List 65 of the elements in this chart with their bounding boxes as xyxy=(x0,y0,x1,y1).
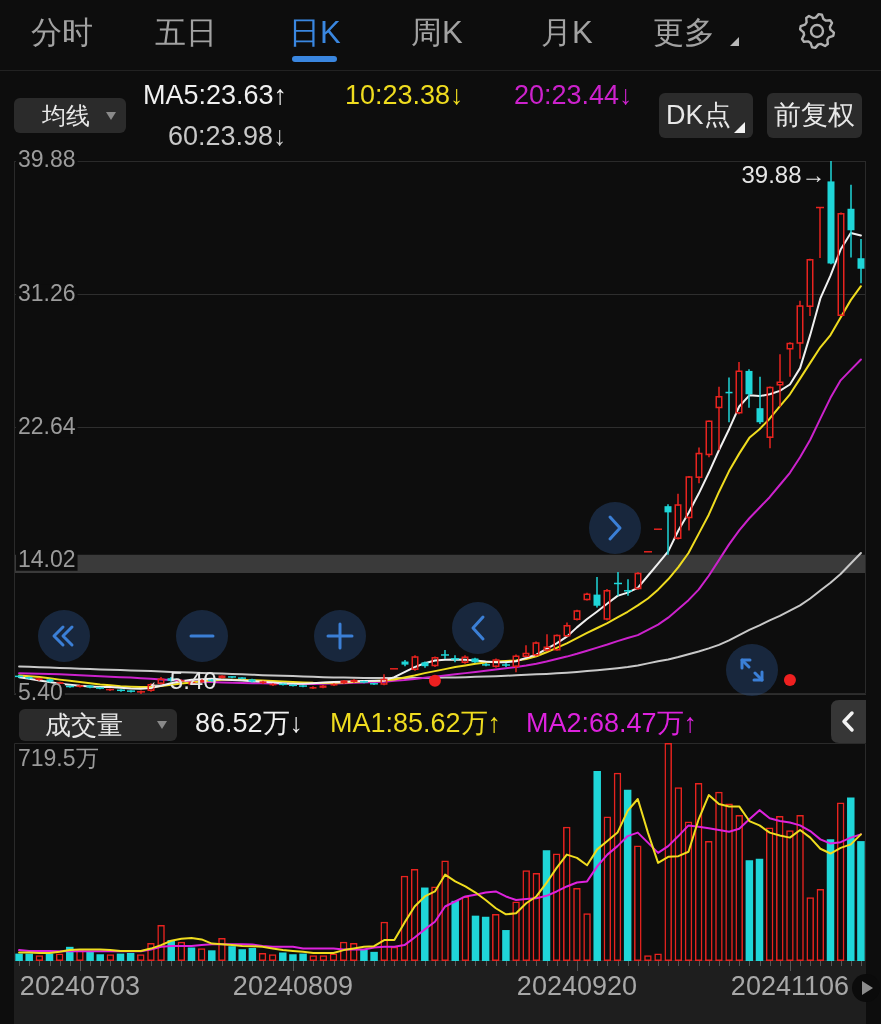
bar xyxy=(248,947,257,961)
text: 月K xyxy=(541,15,593,51)
candlestick xyxy=(776,353,784,408)
y-tick-label: 22.64 xyxy=(18,412,76,439)
dropdown-button: 成交量 xyxy=(19,709,177,741)
bar xyxy=(421,887,429,961)
bar xyxy=(187,947,196,961)
bar xyxy=(238,949,246,961)
bar xyxy=(847,797,855,961)
text: MA5:23.63↑ xyxy=(143,80,288,112)
candlestick xyxy=(593,576,601,609)
bar xyxy=(745,860,754,961)
text: 五日 xyxy=(155,15,217,51)
bar xyxy=(481,916,490,961)
candlestick xyxy=(441,649,449,660)
bar xyxy=(126,952,135,961)
x-tick-label: 20240920 xyxy=(516,971,637,1002)
text: 20:23.44↓ xyxy=(514,80,633,112)
text: 60:23.98↓ xyxy=(168,121,287,153)
text: 更多 xyxy=(653,15,715,51)
text: 分时 xyxy=(31,15,93,51)
text: MA1:85.62万↑ xyxy=(330,708,502,740)
bar xyxy=(857,841,865,961)
bar xyxy=(593,770,601,961)
text: 86.52万↓ xyxy=(195,708,304,740)
bar xyxy=(279,952,287,961)
bar xyxy=(826,839,835,961)
candlestick xyxy=(857,238,865,285)
bar xyxy=(15,953,23,961)
candlestick xyxy=(451,654,459,664)
bar xyxy=(755,858,764,961)
candlestick xyxy=(847,184,855,259)
bar xyxy=(86,951,94,961)
button: DK点 xyxy=(659,93,753,138)
dropdown-button: 均线 xyxy=(14,98,126,133)
y-tick-label: 5.40 xyxy=(18,679,63,706)
text: 日K xyxy=(289,15,341,51)
bar xyxy=(360,949,368,961)
bar xyxy=(25,953,33,961)
annotation: 39.88→ xyxy=(741,160,826,188)
y-tick-label: 31.26 xyxy=(18,279,76,306)
x-tick-label: 20240809 xyxy=(232,971,353,1002)
bar xyxy=(208,950,216,961)
x-tick-label: 20240703 xyxy=(19,971,140,1002)
candlestick xyxy=(664,503,672,556)
candlestick xyxy=(624,578,632,597)
candlestick xyxy=(756,376,764,425)
annotation: 719.5万 xyxy=(18,744,99,772)
bar xyxy=(289,954,297,961)
bar xyxy=(96,954,104,961)
text: 10:23.38↓ xyxy=(345,80,464,112)
bar xyxy=(228,946,236,961)
x-tick-label: 20241106 xyxy=(730,971,849,1002)
y-tick-label: 39.88 xyxy=(18,146,76,173)
bar xyxy=(502,930,510,961)
bar xyxy=(451,900,459,961)
bar xyxy=(471,915,480,961)
bar xyxy=(299,953,307,961)
y-tick-label: 14.02 xyxy=(18,546,76,573)
text: MA2:68.47万↑ xyxy=(526,708,698,740)
bar xyxy=(370,951,378,961)
button: 前复权 xyxy=(767,93,862,138)
text: 周K xyxy=(411,15,463,51)
candlestick xyxy=(745,368,753,409)
bar xyxy=(623,789,632,961)
